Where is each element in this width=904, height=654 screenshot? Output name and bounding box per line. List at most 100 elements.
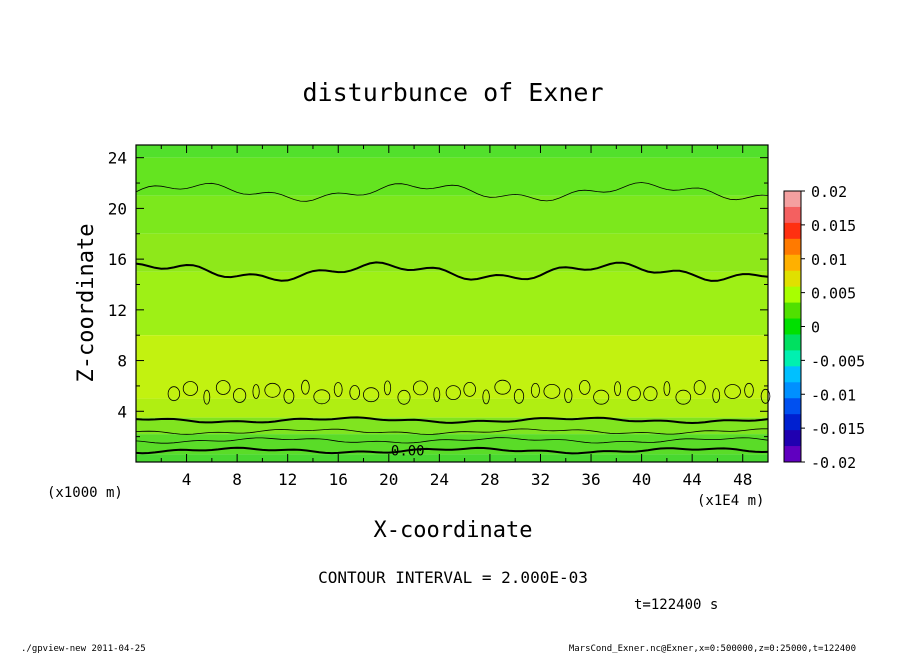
x-axis-label: X-coordinate [374, 518, 533, 543]
colorbar-swatch [784, 270, 801, 288]
contour-cell [445, 385, 461, 401]
footer-left: ./gpview-new 2011-04-25 [21, 644, 146, 654]
colorbar-swatch [784, 398, 801, 415]
y-unit-label: (x1000 m) [47, 485, 123, 501]
colorbar-tick-label: 0.01 [811, 251, 847, 269]
footer-right: MarsCond_Exner.nc@Exner,x=0:500000,z=0:2… [569, 644, 856, 654]
contour-cell [564, 388, 573, 404]
contour-cell [712, 388, 721, 403]
plot-frame [135, 144, 769, 463]
colorbar-swatch [784, 366, 801, 383]
colorbar-swatch [784, 222, 801, 240]
colorbar-tick-label: 0 [811, 319, 820, 337]
contour-cell [362, 387, 380, 403]
field-layer [136, 335, 768, 399]
contour-line [135, 428, 768, 435]
colorbar-swatch [784, 318, 801, 335]
contour-cell [663, 381, 671, 396]
colorbar-tick-label: -0.015 [811, 420, 865, 438]
x-tick-label: 24 [430, 470, 449, 489]
x-tick-label: 36 [581, 470, 600, 489]
contour-line [135, 437, 769, 444]
colorbar-tick-label: 0.015 [811, 217, 856, 235]
field-layer [136, 417, 768, 435]
field-layer [136, 145, 768, 158]
x-tick-label: 32 [531, 470, 550, 489]
colorbar-swatch [784, 350, 801, 367]
colorbar-swatch [784, 254, 801, 272]
y-tick-label: 12 [108, 301, 127, 320]
x-tick-label: 20 [379, 470, 398, 489]
colorbar-tick-label: -0.01 [811, 386, 856, 404]
contour-interval-label: CONTOUR INTERVAL = 2.000E-03 [318, 568, 588, 587]
colorbar-swatch [784, 414, 801, 431]
colorbar-swatch [784, 334, 801, 351]
field-layer [136, 195, 768, 234]
x-tick-label: 8 [232, 470, 242, 489]
chart-title: disturbunce of Exner [302, 78, 603, 107]
contour-cell [349, 385, 361, 400]
contour-cell [494, 379, 511, 395]
contour-cell [313, 389, 331, 405]
contour-cell [203, 389, 211, 405]
contour-cell [760, 388, 771, 404]
contour-cell [412, 380, 428, 396]
field-layer [136, 454, 768, 462]
y-tick-label: 20 [108, 199, 127, 218]
colorbar-tick-label: 0.005 [811, 285, 856, 303]
colorbar-swatch [784, 206, 801, 224]
contour-cell [614, 381, 622, 397]
contour-cell [530, 382, 540, 398]
contour-cell [593, 389, 610, 405]
contour-cell [482, 389, 490, 405]
colorbar-tick-label: -0.02 [811, 454, 856, 472]
x-tick-label: 4 [182, 470, 192, 489]
contour-cell [215, 380, 231, 395]
contour-cell [233, 388, 247, 403]
colorbar-swatch [784, 238, 801, 256]
y-tick-label: 4 [117, 402, 127, 421]
colorbar-swatch [784, 382, 801, 399]
x-tick-label: 16 [329, 470, 348, 489]
colorbar-swatch [784, 302, 801, 320]
field-layer [136, 157, 768, 196]
colorbar-tick-label: 0.02 [811, 183, 847, 201]
contour-cell [433, 387, 441, 403]
contour-cell [579, 379, 591, 395]
x-tick-label: 40 [632, 470, 651, 489]
contour-cell [397, 389, 411, 405]
contour-line [135, 182, 769, 202]
contour-cell [463, 381, 477, 397]
x-tick-label: 12 [278, 470, 297, 489]
contour-cell [283, 388, 295, 404]
contour-cell [333, 382, 343, 397]
contour-cell [675, 389, 692, 405]
colorbar-swatch [784, 430, 801, 447]
contour-cell [627, 386, 641, 402]
contour-cell [301, 379, 310, 395]
y-tick-label: 8 [117, 352, 127, 371]
contour-cell [513, 388, 525, 404]
x-tick-label: 48 [733, 470, 752, 489]
colorbar: 0.02 0.015 0.01 0.005 0 -0.005 -0.01 -0.015 -0.0… [783, 183, 865, 472]
contour-cell [643, 386, 658, 402]
field-layer [136, 398, 768, 418]
colorbar-swatch [784, 286, 801, 304]
y-tick-label: 16 [108, 250, 127, 269]
contour-label: 0.00 [391, 444, 425, 460]
contour-cell [182, 381, 198, 396]
field-layer [136, 434, 768, 455]
y-axis-label: Z-coordinate [74, 224, 99, 383]
x-tick-label: 44 [683, 470, 702, 489]
y-tick-label: 24 [108, 149, 127, 168]
contour-line [135, 261, 769, 282]
contour-cell [264, 382, 281, 398]
contour-lines: 0.00 [135, 182, 771, 460]
colorbar-tick-label: -0.005 [811, 352, 865, 370]
contour-cell [167, 386, 181, 402]
field-layer [136, 271, 768, 336]
contour-cell [252, 384, 260, 399]
contour-line [135, 416, 769, 425]
